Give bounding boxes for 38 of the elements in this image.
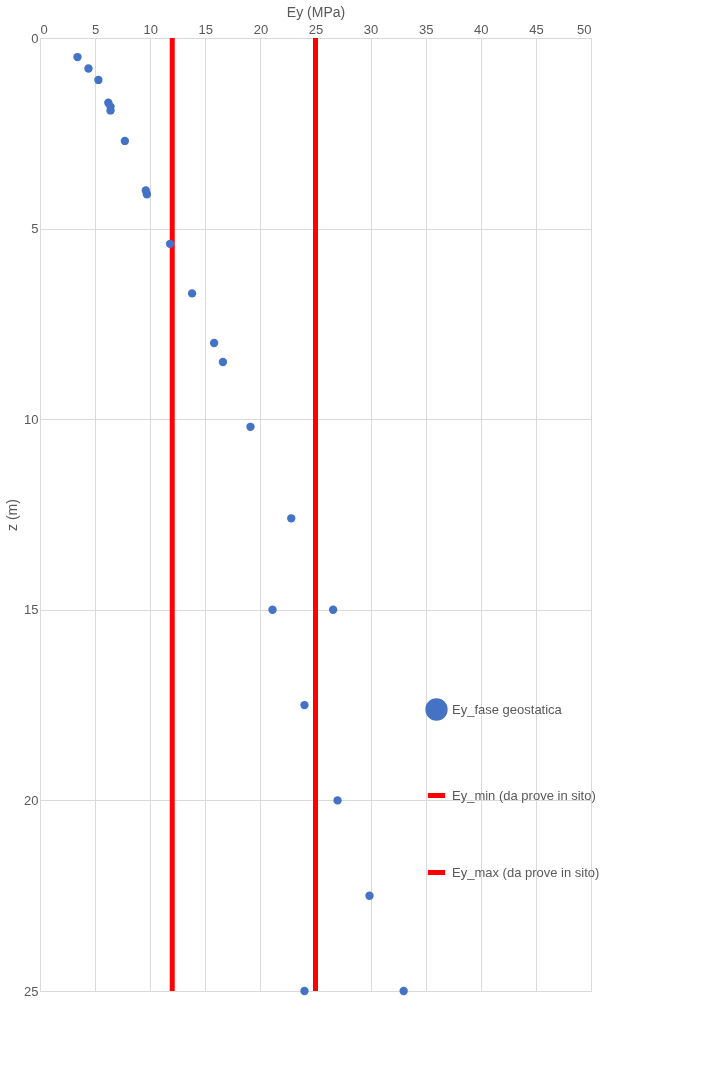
legend-label: Ey_fase geostatica xyxy=(452,701,563,717)
y-tick-label: 10 xyxy=(24,411,39,427)
y-tick-label: 20 xyxy=(24,792,39,808)
y-tick-label: 25 xyxy=(24,983,39,999)
point xyxy=(246,422,255,431)
x-tick-label: 5 xyxy=(91,21,100,37)
y-tick-label: 15 xyxy=(24,602,39,618)
x-tick-label: 15 xyxy=(198,21,214,37)
point xyxy=(84,64,93,73)
point xyxy=(287,514,296,523)
x-tick-label: 40 xyxy=(474,21,489,37)
legend-label: Ey_max (da prove in sito) xyxy=(452,864,600,880)
point xyxy=(209,338,219,348)
point xyxy=(120,136,130,146)
x-tick-label: 10 xyxy=(143,21,158,37)
point xyxy=(333,796,342,805)
point xyxy=(399,986,408,996)
legend-label: Ey_min (da prove in sito) xyxy=(452,787,596,803)
point xyxy=(268,605,277,614)
x-axis-title: Ey (MPa) xyxy=(286,3,346,20)
point xyxy=(73,52,82,62)
x-tick-label: 30 xyxy=(363,21,379,37)
x-tick-label: 50 xyxy=(577,21,592,37)
point xyxy=(165,239,175,249)
x-tick-label: 25 xyxy=(308,21,324,37)
point xyxy=(365,891,374,900)
point xyxy=(328,605,338,614)
x-tick-label: 45 xyxy=(529,21,544,37)
y-tick-label: 5 xyxy=(31,221,39,237)
point xyxy=(218,357,228,367)
point xyxy=(142,190,152,199)
point xyxy=(300,700,309,710)
x-tick-label: 20 xyxy=(253,21,269,37)
point xyxy=(187,289,197,298)
y-axis-title: z (m) xyxy=(4,499,21,531)
point xyxy=(94,75,103,85)
x-tick-label: 35 xyxy=(418,21,434,37)
point xyxy=(300,986,309,996)
